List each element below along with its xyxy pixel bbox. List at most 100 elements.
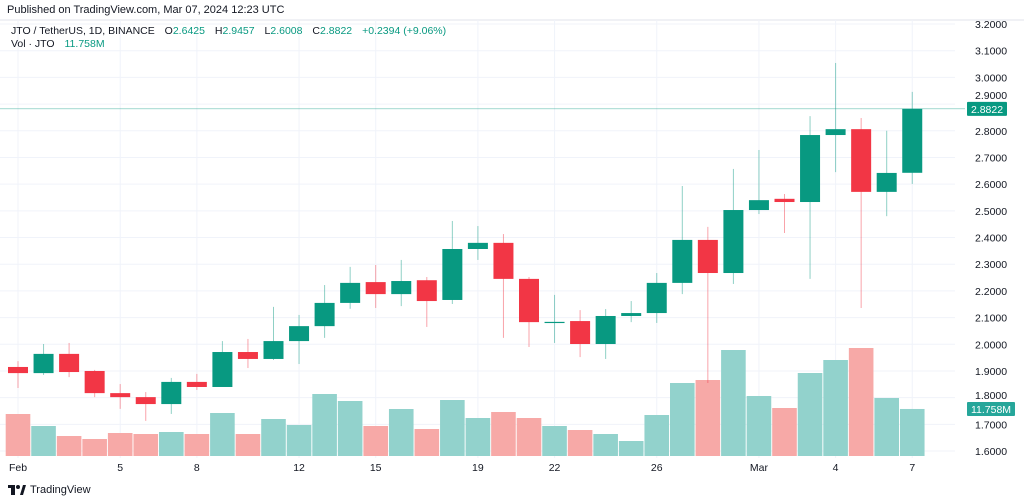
- legend-high-label: H: [214, 25, 223, 37]
- candle: [237, 338, 258, 369]
- candle: [800, 116, 821, 279]
- legend-open: 2.6425: [172, 25, 205, 37]
- legend-volume-label[interactable]: Vol · JTO: [11, 38, 55, 50]
- candle: [289, 314, 310, 365]
- candle-body: [595, 315, 616, 345]
- volume-bar: [746, 396, 772, 456]
- y-tick-label: 2.1000: [975, 313, 1007, 325]
- x-tick-label: 7: [909, 462, 915, 474]
- volume-bar: [848, 348, 874, 456]
- candle: [697, 226, 718, 383]
- x-tick-label: 22: [549, 462, 561, 474]
- candle: [595, 309, 616, 359]
- candle-body: [851, 129, 872, 192]
- volume-bar: [107, 433, 133, 456]
- volume-bar: [516, 418, 542, 456]
- y-tick-label: 1.8000: [975, 390, 1007, 402]
- volume-bar: [363, 426, 388, 456]
- candle: [519, 277, 539, 347]
- candle-body: [748, 200, 769, 211]
- legend: JTO / TetherUS, 1D, BINANCE O2.6425 H2.9…: [11, 25, 446, 51]
- candle: [84, 369, 105, 398]
- volume-bar: [56, 436, 82, 456]
- candle-body: [493, 242, 514, 279]
- candle-body: [723, 210, 744, 274]
- candle-body: [544, 321, 565, 324]
- candle: [467, 226, 488, 260]
- candle-body: [774, 198, 795, 203]
- candle-body: [84, 370, 105, 394]
- volume-bar: [286, 425, 312, 456]
- candle-body: [289, 326, 310, 342]
- legend-low-label: L: [264, 25, 271, 37]
- volume-bar: [618, 441, 644, 456]
- y-tick-label: 2.5000: [975, 206, 1007, 218]
- candle: [851, 117, 872, 308]
- legend-ohlc-row: JTO / TetherUS, 1D, BINANCE O2.6425 H2.9…: [11, 25, 446, 38]
- volume-bar: [159, 432, 184, 456]
- legend-open-label: O: [164, 25, 173, 37]
- candle-body: [391, 281, 412, 295]
- volume-bar: [31, 426, 56, 456]
- volume-bar: [184, 434, 210, 456]
- candle: [263, 306, 284, 361]
- legend-change: +0.2394 (+9.06%): [362, 25, 447, 37]
- y-tick-label: 1.6000: [975, 446, 1007, 458]
- candle: [212, 341, 233, 387]
- volume-bar: [670, 383, 695, 456]
- legend-low: 2.6008: [270, 25, 303, 37]
- last-volume-badge: [967, 401, 1015, 416]
- candle-body: [467, 242, 488, 249]
- footer-brand[interactable]: TradingView: [30, 484, 91, 496]
- candle-body: [902, 108, 923, 173]
- candle-body: [263, 341, 284, 359]
- candle: [570, 310, 591, 358]
- candle: [161, 377, 182, 414]
- candle-body: [161, 381, 182, 405]
- x-tick-label: 5: [117, 462, 123, 474]
- legend-volume-row: Vol · JTO 11.758M: [11, 38, 446, 51]
- candle: [416, 277, 437, 327]
- volume-bar: [797, 373, 823, 456]
- last-price-badge: [967, 101, 1007, 116]
- x-tick-label: 15: [370, 462, 382, 474]
- y-tick-label: 2.6000: [975, 179, 1007, 191]
- volume-bar: [721, 350, 746, 456]
- candle-body: [8, 366, 28, 374]
- candle: [391, 259, 412, 307]
- candle-body: [33, 353, 54, 374]
- y-tick-label: 3.1000: [975, 46, 1007, 58]
- volume-bar: [644, 415, 670, 456]
- legend-symbol[interactable]: JTO / TetherUS, 1D, BINANCE: [11, 25, 155, 37]
- y-tick-label: 2.4000: [975, 233, 1007, 245]
- y-tick-label: 2.8000: [975, 126, 1007, 138]
- y-tick-label: 2.0000: [975, 339, 1007, 351]
- y-tick-label: 3.0000: [975, 72, 1007, 84]
- volume-bar: [337, 401, 363, 456]
- candle: [825, 62, 846, 173]
- x-tick-label: 8: [194, 462, 200, 474]
- y-tick-label: 2.3000: [975, 259, 1007, 271]
- candle-body: [646, 282, 667, 314]
- candle-body: [59, 353, 80, 373]
- candle: [33, 344, 54, 375]
- candle: [646, 273, 667, 323]
- x-tick-label: 4: [833, 462, 839, 474]
- volume-bar: [465, 418, 491, 456]
- candle: [8, 361, 28, 389]
- candle: [902, 91, 923, 184]
- volume-bar: [772, 408, 797, 456]
- volume-bar: [440, 400, 465, 456]
- candle-body: [340, 282, 361, 303]
- candle-body: [442, 248, 463, 300]
- candle: [314, 285, 335, 338]
- y-tick-label: 2.2000: [975, 286, 1007, 298]
- volume-bar: [414, 429, 440, 456]
- candle: [110, 384, 131, 409]
- candle-body: [314, 302, 335, 327]
- candle-body: [186, 381, 207, 387]
- candle: [340, 266, 361, 309]
- volume-bar: [874, 398, 899, 456]
- candle: [59, 342, 80, 378]
